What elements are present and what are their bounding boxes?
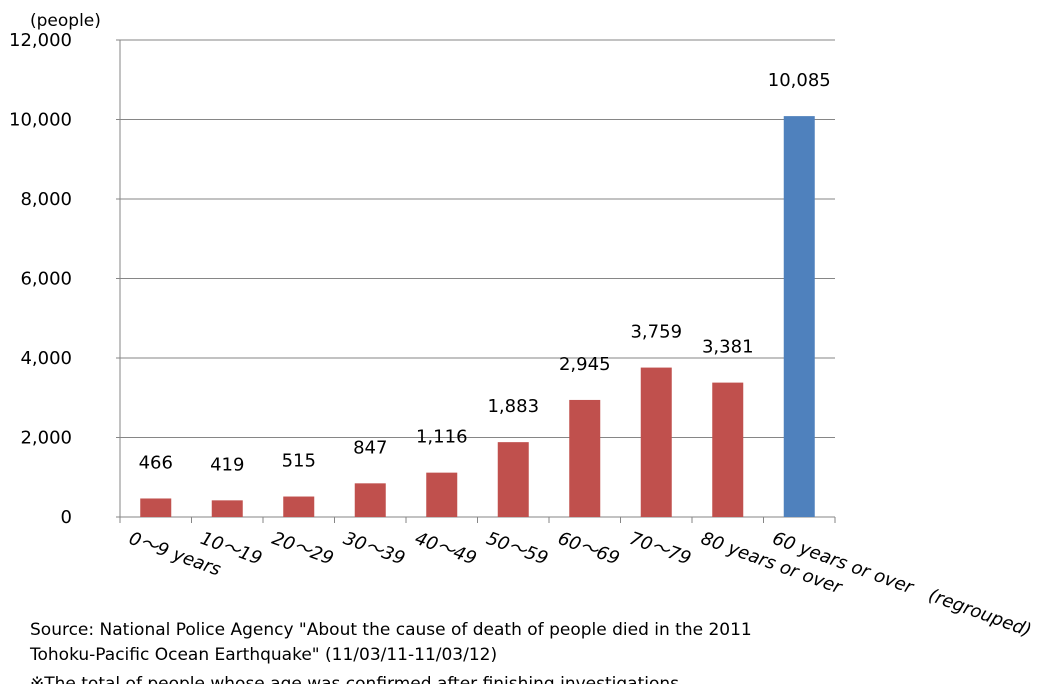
y-tick-label: 12,000 <box>9 30 72 51</box>
y-tick-label: 8,000 <box>20 189 72 210</box>
bar <box>354 483 386 517</box>
x-category-label: 50〜59 <box>484 528 551 570</box>
x-category-label: 20〜29 <box>269 528 336 570</box>
y-unit-label: (people) <box>30 11 101 31</box>
y-tick-label: 4,000 <box>20 348 72 369</box>
data-label: 3,759 <box>630 322 682 343</box>
x-category-label: 70〜79 <box>627 528 694 570</box>
bar <box>640 367 672 517</box>
data-label: 466 <box>139 452 173 473</box>
bar <box>426 472 458 517</box>
source-line-2: Tohoku-Pacific Ocean Earthquake" (11/03/… <box>30 645 498 665</box>
bar <box>783 116 815 517</box>
bar <box>497 442 529 517</box>
x-category-label: 60〜69 <box>555 528 622 570</box>
bar <box>211 500 243 517</box>
source-line-3: ※The total of people whose age was confi… <box>30 674 679 684</box>
source-line-1: Source: National Police Agency "About th… <box>30 620 752 640</box>
x-category-label: 30〜39 <box>341 528 408 570</box>
data-label: 2,945 <box>559 354 611 375</box>
y-tick-label: 10,000 <box>9 110 72 131</box>
data-label: 10,085 <box>768 70 831 91</box>
data-label: 1,883 <box>487 396 539 417</box>
data-label: 1,116 <box>416 427 468 448</box>
data-label: 847 <box>353 437 387 458</box>
x-category-label: 40〜49 <box>412 528 479 570</box>
y-tick-label: 0 <box>61 507 72 528</box>
y-tick-label: 6,000 <box>20 269 72 290</box>
bar <box>283 496 315 517</box>
bar <box>140 498 172 517</box>
y-tick-label: 2,000 <box>20 428 72 449</box>
data-label: 515 <box>282 451 316 472</box>
data-label: 3,381 <box>702 337 754 358</box>
bar <box>569 399 601 517</box>
bar <box>712 382 744 517</box>
data-label: 419 <box>210 454 244 475</box>
